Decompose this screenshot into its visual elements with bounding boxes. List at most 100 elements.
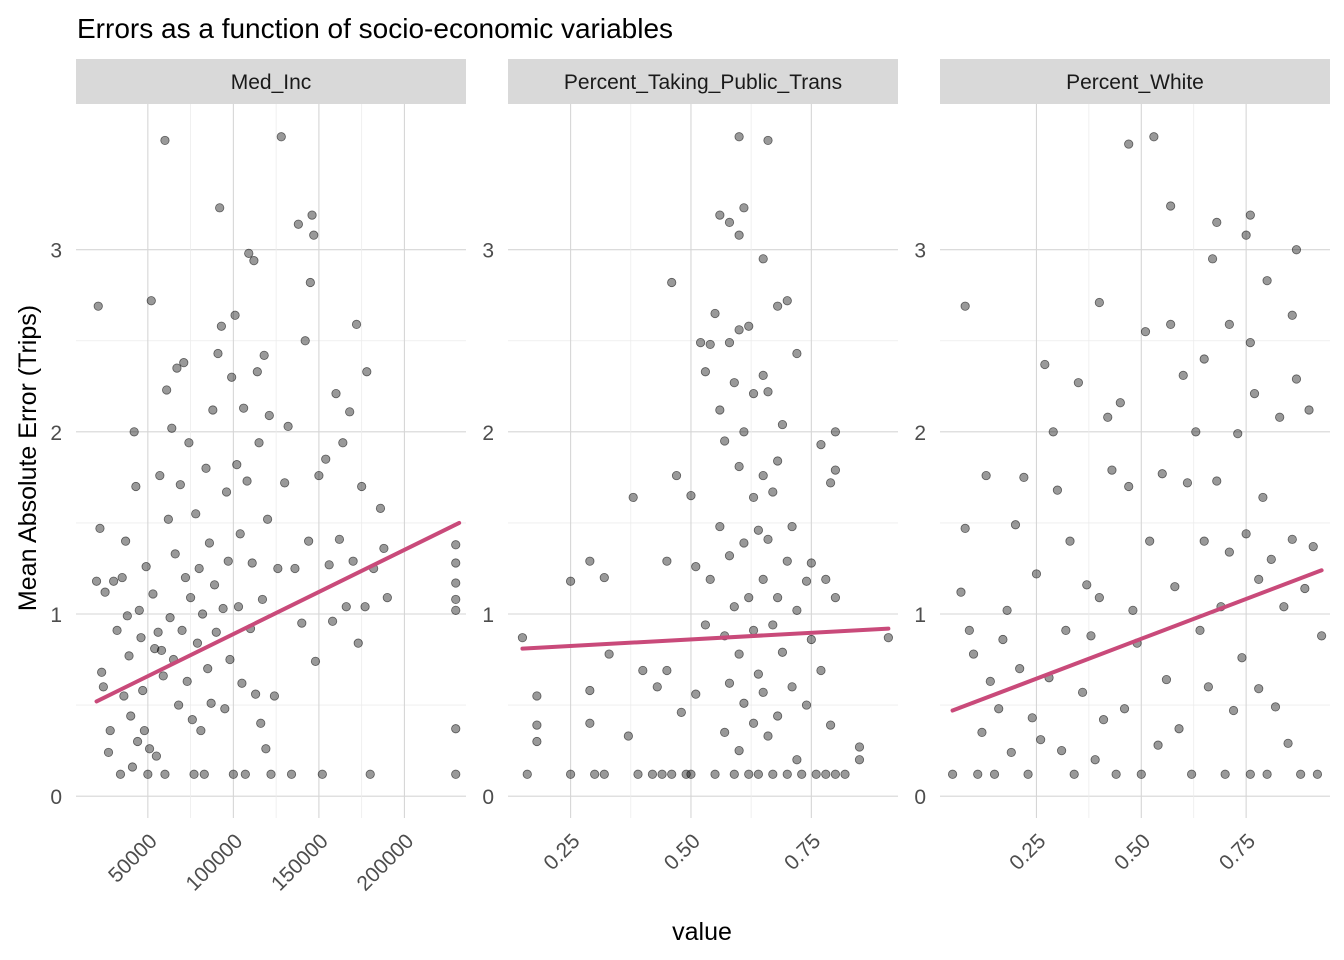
data-point [662, 665, 672, 676]
data-point [739, 203, 749, 213]
data-point [686, 769, 696, 779]
data-point [345, 407, 355, 417]
data-point [671, 470, 682, 481]
data-point [201, 463, 211, 473]
data-point [729, 378, 739, 388]
x-tick-label: 200000 [353, 830, 419, 896]
data-point [276, 132, 286, 142]
data-point [136, 633, 146, 643]
data-point [239, 403, 249, 413]
data-point [739, 427, 749, 437]
data-point [129, 427, 139, 437]
y-axis-title: Mean Absolute Error (Trips) [14, 305, 42, 611]
y-tick-label: 1 [50, 604, 62, 627]
data-point [1262, 769, 1272, 779]
data-point [208, 405, 218, 415]
data-point [280, 478, 290, 488]
data-point [1291, 245, 1302, 255]
data-point [112, 625, 122, 635]
data-point [695, 338, 706, 348]
data-point [1073, 378, 1083, 388]
data-point [156, 645, 167, 656]
data-point [1174, 724, 1184, 734]
data-point [830, 593, 841, 603]
data-point [334, 534, 345, 544]
data-point [700, 367, 711, 377]
data-point [151, 751, 161, 761]
data-point [351, 319, 362, 329]
data-point [830, 465, 841, 475]
data-point [1228, 705, 1239, 716]
data-point [126, 711, 136, 721]
data-point [806, 558, 816, 568]
data-point [1287, 534, 1297, 544]
data-point [715, 210, 725, 220]
data-point [119, 691, 129, 701]
data-point [1145, 536, 1155, 546]
data-point [1317, 631, 1327, 641]
data-point [782, 769, 792, 779]
data-point [994, 704, 1004, 714]
data-point [676, 707, 686, 717]
data-point [165, 613, 175, 623]
data-point [180, 572, 191, 583]
data-point [240, 769, 250, 779]
data-point [338, 438, 348, 448]
data-point [1077, 687, 1088, 697]
data-point [748, 718, 759, 728]
data-point [1048, 427, 1058, 437]
data-point [782, 296, 792, 306]
data-point [182, 676, 192, 686]
data-point [172, 363, 182, 373]
data-point [1191, 427, 1201, 437]
data-point [1036, 735, 1046, 745]
chart-title: Errors as a function of socio-economic v… [77, 13, 673, 44]
data-point [1233, 429, 1243, 439]
data-point [1111, 769, 1121, 779]
y-tick-label: 0 [50, 786, 62, 809]
data-point [257, 594, 268, 605]
data-point [184, 438, 194, 448]
data-point [158, 671, 168, 681]
data-point [196, 725, 206, 736]
data-point [1241, 529, 1251, 539]
data-point [753, 525, 763, 535]
data-point [585, 718, 595, 728]
data-point [753, 669, 763, 679]
data-point [290, 563, 300, 574]
data-point [100, 587, 110, 597]
data-point [121, 536, 131, 546]
data-point [1245, 210, 1255, 220]
data-point [777, 647, 788, 657]
data-point [667, 277, 677, 288]
data-point [382, 593, 392, 603]
data-point [623, 731, 633, 741]
data-point [1245, 338, 1255, 348]
facet-strip-label: Percent_White [1066, 71, 1204, 94]
data-point [357, 481, 367, 492]
data-point [177, 625, 187, 635]
data-point [705, 574, 715, 584]
data-point [230, 310, 240, 320]
data-point [160, 769, 170, 779]
data-point [1207, 254, 1218, 264]
data-point [179, 358, 189, 368]
data-point [1245, 769, 1255, 779]
data-point [237, 678, 247, 688]
data-point [218, 603, 228, 614]
data-point [825, 720, 836, 730]
data-point [451, 540, 461, 550]
data-point [192, 638, 203, 648]
data-point [1308, 542, 1318, 552]
data-point [773, 456, 783, 466]
data-point [599, 769, 609, 779]
data-point [251, 689, 261, 699]
data-point [139, 725, 150, 736]
data-point [167, 423, 177, 433]
data-point [1187, 769, 1197, 779]
data-point [652, 682, 662, 692]
data-point [744, 593, 754, 603]
data-point [1010, 520, 1021, 530]
trend-line [520, 626, 891, 651]
data-point [1069, 769, 1079, 779]
